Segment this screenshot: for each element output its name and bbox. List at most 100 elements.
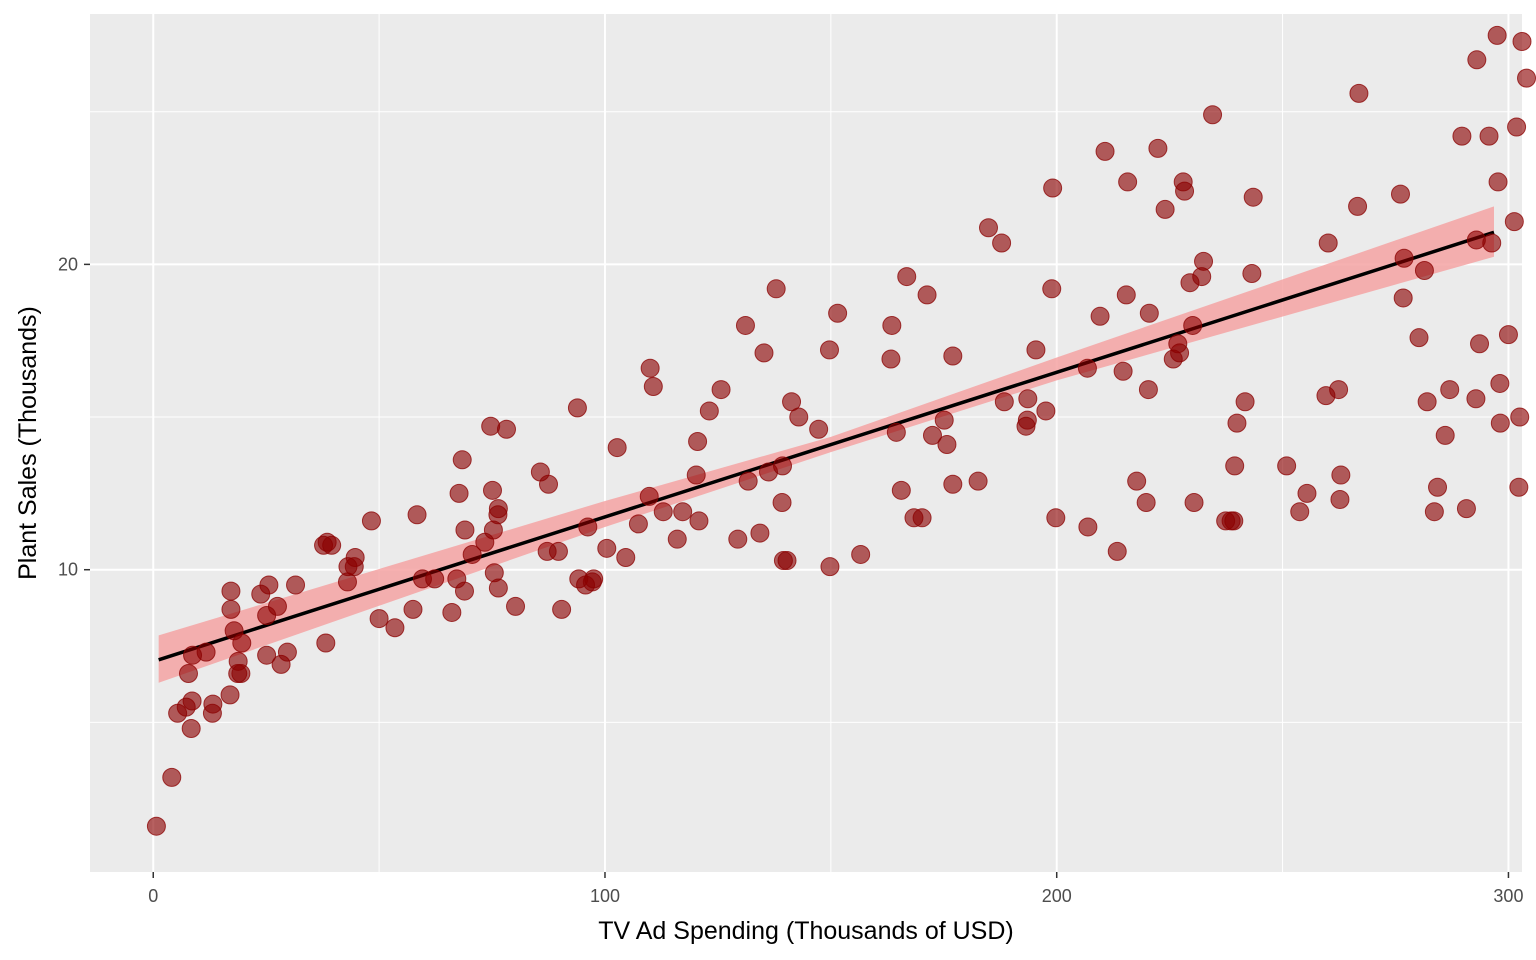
- data-point: [267, 596, 287, 616]
- trend-line: [158, 230, 1495, 662]
- y-tick-label: 20: [58, 254, 78, 274]
- data-point: [1277, 456, 1297, 476]
- data-point: [1042, 279, 1062, 299]
- data-point: [1348, 196, 1368, 216]
- data-point: [819, 340, 839, 360]
- data-point: [454, 581, 474, 601]
- x-tick-label: 300: [1493, 886, 1523, 906]
- data-point: [1393, 288, 1413, 308]
- y-axis-title: Plant Sales (Thousands): [14, 306, 42, 580]
- data-point: [506, 596, 526, 616]
- data-point: [1417, 392, 1437, 412]
- data-point: [1184, 493, 1204, 513]
- x-tick-label: 0: [148, 886, 158, 906]
- data-point: [886, 422, 906, 442]
- data-point: [711, 380, 731, 400]
- data-point: [1175, 181, 1195, 201]
- data-point: [1183, 315, 1203, 335]
- data-point: [1148, 138, 1168, 158]
- data-point: [1488, 172, 1508, 192]
- data-point: [1504, 212, 1524, 232]
- data-point: [689, 511, 709, 531]
- data-point: [1512, 31, 1532, 51]
- data-point: [979, 218, 999, 238]
- data-point: [912, 508, 932, 528]
- data-point: [1498, 325, 1518, 345]
- data-point: [1330, 489, 1350, 509]
- data-point: [552, 599, 572, 619]
- data-point: [1224, 511, 1244, 531]
- data-point: [992, 233, 1012, 253]
- data-point: [1470, 334, 1490, 354]
- data-point: [891, 480, 911, 500]
- axis-ticks: 0 100 200 300 10 20: [58, 254, 1524, 906]
- data-point: [897, 267, 917, 287]
- data-point: [488, 499, 508, 519]
- data-point: [1394, 248, 1414, 268]
- data-point: [1318, 233, 1338, 253]
- data-point: [578, 517, 598, 537]
- data-point: [882, 315, 902, 335]
- data-point: [917, 285, 937, 305]
- data-point: [1078, 517, 1098, 537]
- data-point: [1482, 233, 1502, 253]
- data-point: [1138, 380, 1158, 400]
- data-point: [820, 557, 840, 577]
- x-tick-label: 100: [590, 886, 620, 906]
- data-point: [639, 486, 659, 506]
- data-point: [1242, 264, 1262, 284]
- data-point: [1331, 465, 1351, 485]
- data-point: [934, 410, 954, 430]
- data-point: [1043, 178, 1063, 198]
- data-point: [667, 529, 687, 549]
- data-point: [1329, 380, 1349, 400]
- data-point: [481, 416, 501, 436]
- data-point: [403, 599, 423, 619]
- data-point: [754, 343, 774, 363]
- data-point: [1090, 306, 1110, 326]
- data-point: [777, 551, 797, 571]
- data-point: [1107, 541, 1127, 561]
- data-point: [1467, 50, 1487, 70]
- data-point: [231, 664, 251, 684]
- data-point: [1487, 25, 1507, 45]
- data-point: [277, 642, 297, 662]
- data-point: [1225, 456, 1245, 476]
- data-point: [789, 407, 809, 427]
- data-point: [1118, 172, 1138, 192]
- data-point: [735, 315, 755, 335]
- data-point: [482, 480, 502, 500]
- data-point: [688, 431, 708, 451]
- data-point: [1116, 285, 1136, 305]
- data-point: [738, 471, 758, 491]
- data-point: [1077, 358, 1097, 378]
- data-point: [809, 419, 829, 439]
- data-point: [286, 575, 306, 595]
- data-point: [828, 303, 848, 323]
- data-point: [1243, 187, 1263, 207]
- data-point: [1435, 425, 1455, 445]
- data-point: [607, 438, 627, 458]
- data-point: [1290, 502, 1310, 522]
- data-point: [407, 505, 427, 525]
- data-point: [1456, 499, 1476, 519]
- data-point: [146, 816, 166, 836]
- data-point: [548, 541, 568, 561]
- data-point: [1466, 389, 1486, 409]
- data-point: [259, 575, 279, 595]
- x-tick-label: 200: [1042, 886, 1072, 906]
- data-point: [881, 349, 901, 369]
- data-point: [257, 645, 277, 665]
- data-point: [782, 392, 802, 412]
- data-point: [1194, 251, 1214, 271]
- data-point: [203, 694, 223, 714]
- data-point: [1390, 184, 1410, 204]
- data-point: [220, 685, 240, 705]
- data-point: [1017, 410, 1037, 430]
- data-point: [1046, 508, 1066, 528]
- data-point: [221, 599, 241, 619]
- data-point: [1203, 105, 1223, 125]
- data-point: [597, 538, 617, 558]
- data-point: [1095, 141, 1115, 161]
